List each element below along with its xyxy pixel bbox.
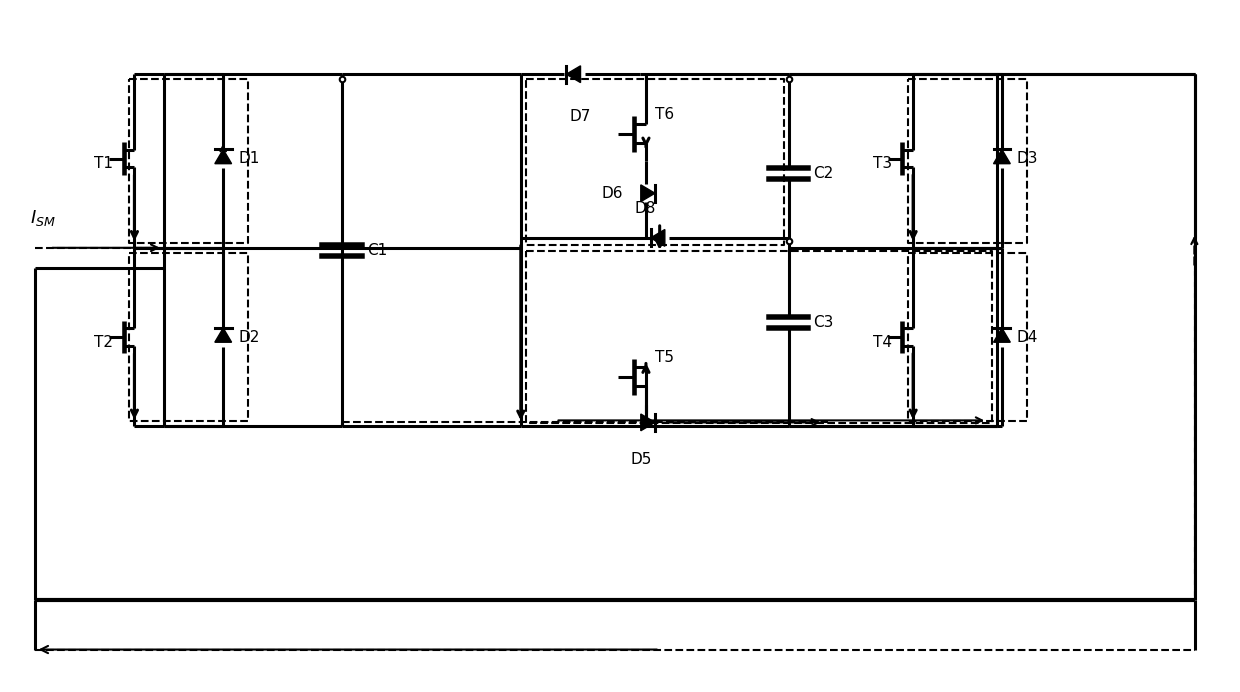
Text: D2: D2 [238,329,259,345]
Polygon shape [215,328,232,343]
Text: T4: T4 [873,334,892,349]
Text: D6: D6 [601,185,622,201]
Text: T5: T5 [655,350,673,365]
Text: D1: D1 [238,151,259,166]
Text: C2: C2 [813,166,833,181]
Text: D8: D8 [635,201,656,216]
Text: T6: T6 [655,107,673,122]
Text: T1: T1 [94,156,113,171]
Text: $I_{SM}$: $I_{SM}$ [30,208,56,228]
Polygon shape [215,149,232,164]
Polygon shape [641,414,655,430]
Text: C1: C1 [367,243,387,258]
Polygon shape [993,149,1011,164]
Text: T2: T2 [94,334,113,349]
Text: D7: D7 [569,109,591,124]
Polygon shape [567,66,580,82]
Polygon shape [993,328,1011,343]
Text: D3: D3 [1017,151,1038,166]
Text: T3: T3 [873,156,892,171]
Text: D5: D5 [630,452,652,467]
Text: C3: C3 [813,315,833,329]
Polygon shape [651,230,665,246]
Text: D4: D4 [1017,329,1038,345]
Polygon shape [641,185,655,201]
